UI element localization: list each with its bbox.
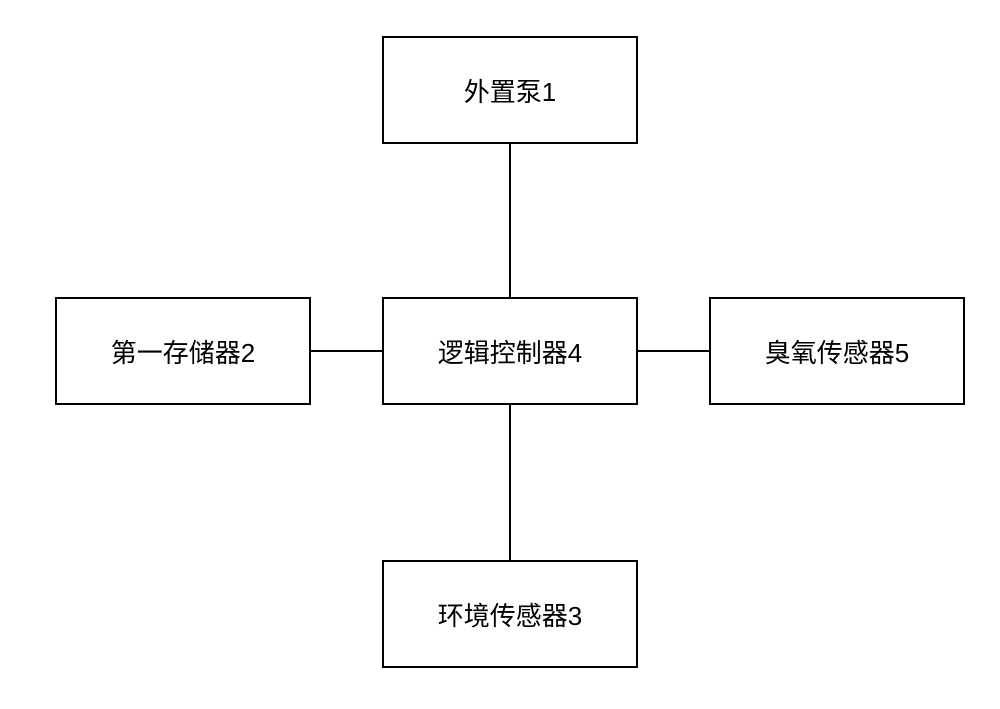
node-label: 外置泵1 xyxy=(464,72,556,109)
edge-top-center xyxy=(509,144,511,297)
edge-left-center xyxy=(311,350,382,352)
node-label: 逻辑控制器4 xyxy=(438,333,582,370)
node-external-pump: 外置泵1 xyxy=(382,36,638,144)
node-label: 第一存储器2 xyxy=(111,333,255,370)
edge-center-bottom xyxy=(509,405,511,560)
node-ozone-sensor: 臭氧传感器5 xyxy=(709,297,965,405)
node-environment-sensor: 环境传感器3 xyxy=(382,560,638,668)
node-label: 臭氧传感器5 xyxy=(765,333,909,370)
node-label: 环境传感器3 xyxy=(438,596,582,633)
edge-center-right xyxy=(638,350,709,352)
node-first-memory: 第一存储器2 xyxy=(55,297,311,405)
node-logic-controller: 逻辑控制器4 xyxy=(382,297,638,405)
